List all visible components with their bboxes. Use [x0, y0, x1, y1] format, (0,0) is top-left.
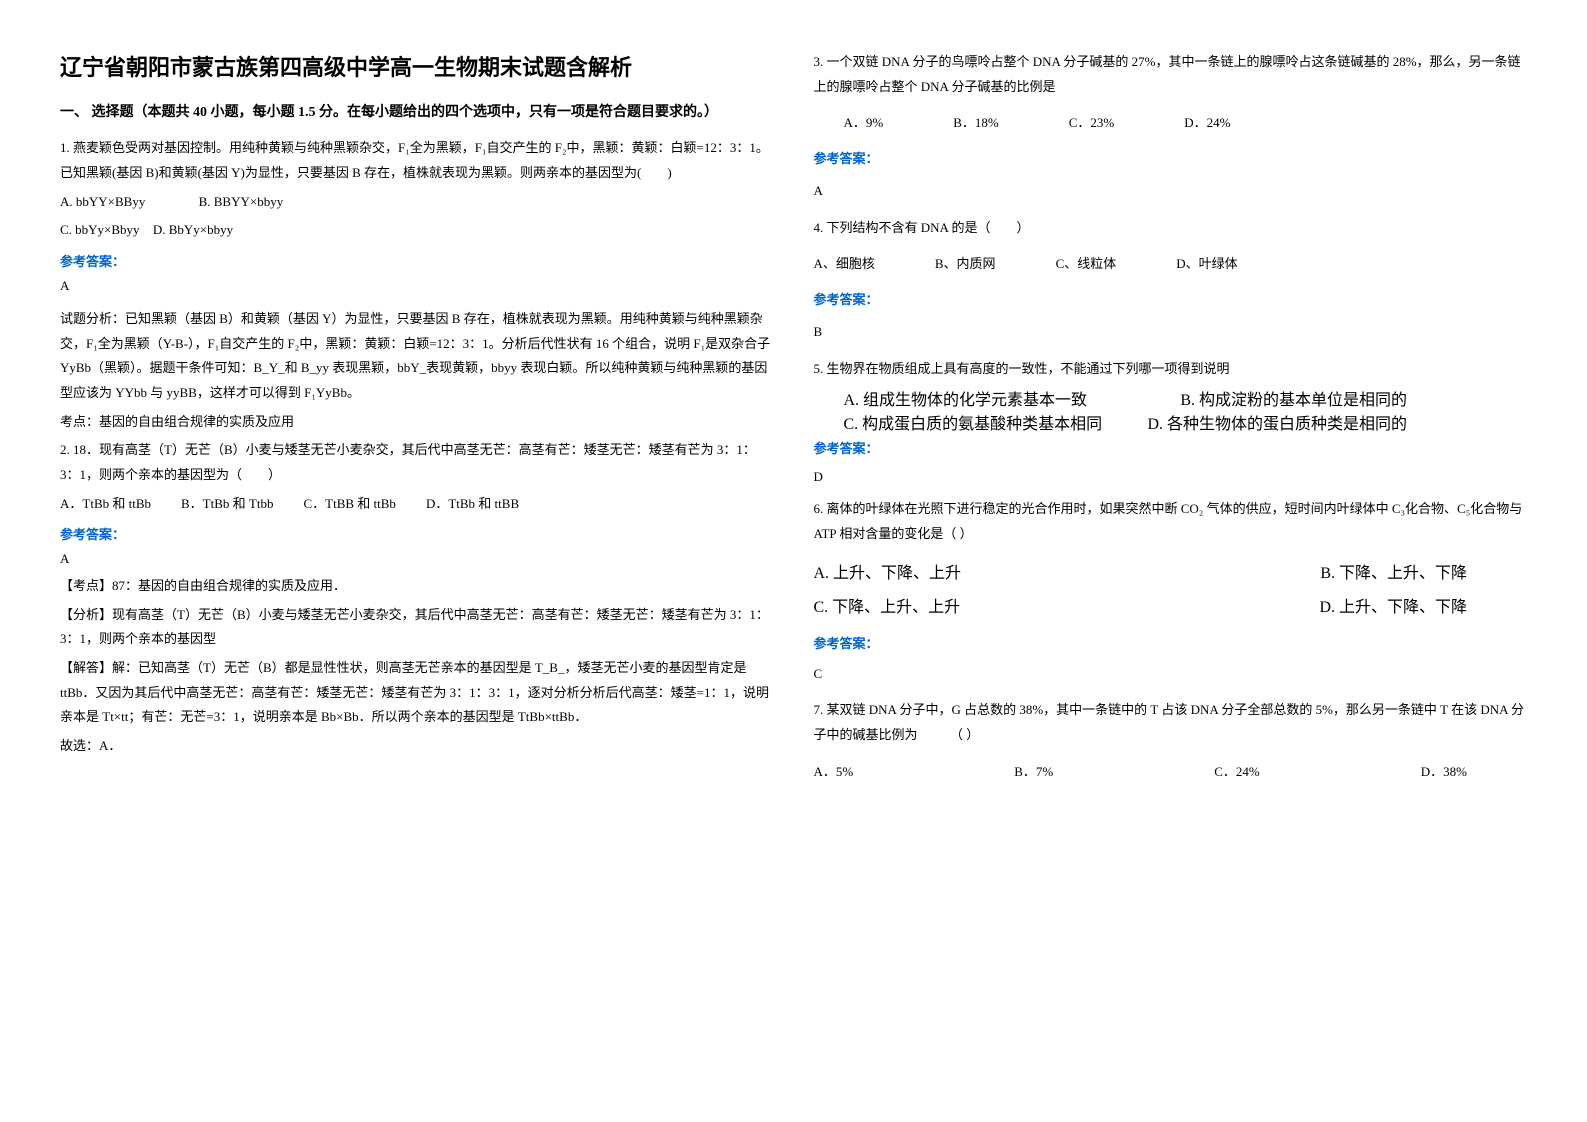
q6-row2: C. 下降、上升、上升 D. 上升、下降、下降 — [814, 593, 1528, 617]
q4-text: 4. 下列结构不含有 DNA 的是（ ） — [814, 216, 1528, 241]
q2-optA: A．TtBb 和 ttBb — [60, 492, 151, 517]
q2-exp4: 故选：A． — [60, 734, 774, 759]
q2-exp1: 【考点】87：基因的自由组合规律的实质及应用． — [60, 574, 774, 599]
q5-optC: C. 构成蛋白质的氨基酸种类基本相同 — [844, 410, 1103, 434]
q3-text: 3. 一个双链 DNA 分子的鸟嘌呤占整个 DNA 分子碱基的 27%，其中一条… — [814, 50, 1528, 99]
q1-options-row2: C. bbYy×Bbyy D. BbYy×bbyy — [60, 218, 774, 243]
q2-text: 2. 18．现有高茎（T）无芒（B）小麦与矮茎无芒小麦杂交，其后代中高茎无芒：高… — [60, 438, 774, 487]
q2-optC: C．TtBB 和 ttBb — [303, 492, 395, 517]
q7-optB: B．7% — [1014, 760, 1053, 785]
q5-text: 5. 生物界在物质组成上具有高度的一致性，不能通过下列哪一项得到说明 — [814, 357, 1528, 382]
q2-answer: A — [60, 547, 774, 572]
q2-options: A．TtBb 和 ttBb B．TtBb 和 Ttbb C．TtBB 和 ttB… — [60, 492, 774, 517]
q5-options-row2: C. 构成蛋白质的氨基酸种类基本相同 D. 各种生物体的蛋白质种类是相同的 — [814, 410, 1528, 434]
q6-answer: C — [814, 662, 1528, 687]
q7-optA: A．5% — [814, 760, 854, 785]
q3-optC: C．23% — [1069, 111, 1115, 136]
q1-answer-label: 参考答案： — [60, 251, 774, 270]
q6-text: 6. 离体的叶绿体在光照下进行稳定的光合作用时，如果突然中断 CO₂ 气体的供应… — [814, 497, 1528, 546]
q4-answer: B — [814, 320, 1528, 345]
q5-answer: D — [814, 465, 1528, 490]
section-header: 一、 选择题（本题共 40 小题，每小题 1.5 分。在每小题给出的四个选项中，… — [60, 102, 774, 124]
q3-optB: B．18% — [953, 111, 999, 136]
q7-text: 7. 某双链 DNA 分子中，G 占总数的 38%，其中一条链中的 T 占该 D… — [814, 698, 1528, 747]
q6-answer-label: 参考答案： — [814, 633, 1528, 652]
q1-optC: C. bbYy×Bbyy — [60, 222, 140, 237]
left-column: 辽宁省朝阳市蒙古族第四高级中学高一生物期末试题含解析 一、 选择题（本题共 40… — [60, 50, 774, 1072]
q3-options: A．9% B．18% C．23% D．24% — [814, 111, 1528, 136]
document-title: 辽宁省朝阳市蒙古族第四高级中学高一生物期末试题含解析 — [60, 50, 774, 82]
q2-answer-label: 参考答案： — [60, 524, 774, 543]
q6-options: A. 上升、下降、上升 B. 下降、上升、下降 C. 下降、上升、上升 D. 上… — [814, 559, 1528, 617]
q1-exp2: 考点：基因的自由组合规律的实质及应用 — [60, 410, 774, 435]
q3-optD: D．24% — [1184, 111, 1230, 136]
q7-optC: C．24% — [1214, 760, 1260, 785]
q2-optD: D．TtBb 和 ttBB — [426, 492, 519, 517]
q5-optA: A. 组成生物体的化学元素基本一致 — [844, 386, 1088, 410]
q6-row1: A. 上升、下降、上升 B. 下降、上升、下降 — [814, 559, 1528, 583]
q4-optB: B、内质网 — [935, 252, 996, 277]
q6-optC: C. 下降、上升、上升 — [814, 593, 961, 617]
q1-exp1: 试题分析：已知黑颖（基因 B）和黄颖（基因 Y）为显性，只要基因 B 存在，植株… — [60, 307, 774, 406]
q4-optC: C、线粒体 — [1056, 252, 1117, 277]
q6-optD: D. 上升、下降、下降 — [1319, 593, 1467, 617]
q2-optB: B．TtBb 和 Ttbb — [181, 492, 273, 517]
q4-answer-label: 参考答案： — [814, 289, 1528, 308]
q2-exp2: 【分析】现有高茎（T）无芒（B）小麦与矮茎无芒小麦杂交，其后代中高茎无芒：高茎有… — [60, 603, 774, 652]
q5-options-row1: A. 组成生物体的化学元素基本一致 B. 构成淀粉的基本单位是相同的 — [814, 386, 1528, 410]
q7-optD: D．38% — [1421, 760, 1467, 785]
q6-optB: B. 下降、上升、下降 — [1320, 559, 1467, 583]
q1-optB: B. BBYY×bbyy — [199, 194, 284, 209]
q1-optA: A. bbYY×BByy — [60, 194, 145, 209]
q4-optD: D、叶绿体 — [1176, 252, 1237, 277]
q1-optD: D. BbYy×bbyy — [153, 222, 233, 237]
q3-answer-label: 参考答案： — [814, 148, 1528, 167]
q3-answer: A — [814, 179, 1528, 204]
q5-optD: D. 各种生物体的蛋白质种类是相同的 — [1147, 410, 1407, 434]
q5-answer-label: 参考答案： — [814, 438, 1528, 457]
q7-options: A．5% B．7% C．24% D．38% — [814, 760, 1528, 785]
q3-optA: A．9% — [844, 111, 884, 136]
q6-optA: A. 上升、下降、上升 — [814, 559, 962, 583]
q4-optA: A、细胞核 — [814, 252, 875, 277]
right-column: 3. 一个双链 DNA 分子的鸟嘌呤占整个 DNA 分子碱基的 27%，其中一条… — [814, 50, 1528, 1072]
q5-optB: B. 构成淀粉的基本单位是相同的 — [1180, 386, 1407, 410]
q4-options: A、细胞核 B、内质网 C、线粒体 D、叶绿体 — [814, 252, 1528, 277]
q2-exp3: 【解答】解：已知高茎（T）无芒（B）都是显性性状，则高茎无芒亲本的基因型是 T_… — [60, 656, 774, 730]
q1-options-row1: A. bbYY×BByy B. BBYY×bbyy — [60, 190, 774, 215]
q1-answer: A — [60, 274, 774, 299]
q1-text: 1. 燕麦颖色受两对基因控制。用纯种黄颖与纯种黑颖杂交，F₁全为黑颖，F₁自交产… — [60, 136, 774, 185]
